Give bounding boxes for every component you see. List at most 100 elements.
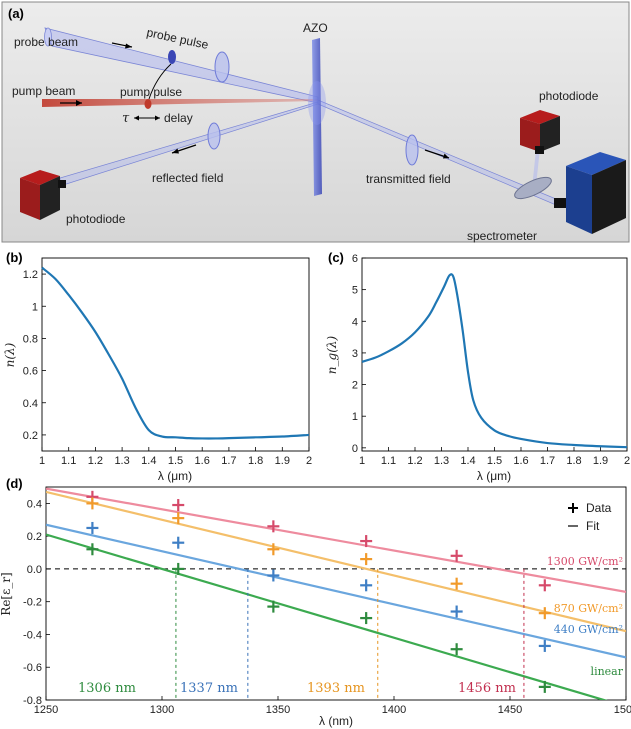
data-point [450, 643, 463, 656]
chart-c-panel-label: (c) [328, 250, 344, 265]
reflected-lens [207, 122, 221, 150]
azo-label: AZO [303, 21, 328, 35]
chart-b-series-line [41, 266, 310, 440]
transmitted-lens [405, 134, 419, 166]
chart-d-crossing-lines [175, 568, 525, 700]
fit-line-3 [46, 533, 608, 700]
chart-c-x-tick-label: 1.9 [593, 455, 608, 467]
photodiode-left-label: photodiode [66, 212, 126, 226]
chart-d-y-tick-label: -0.2 [23, 597, 42, 609]
chart-d-series-labels: 1456 nm 1300 GW/cm² 1393 nm 870 GW/cm² 1337 … [78, 555, 624, 696]
chart-b-frame [41, 257, 310, 452]
data-point [538, 639, 551, 652]
transmitted-arrowhead-icon [443, 153, 449, 159]
chart-b-x-tick-label: 1.2 [88, 455, 103, 467]
beam-splitter [514, 176, 552, 200]
chart-c-x-tick-label: 1.2 [407, 455, 422, 467]
chart-b-x-axis-label: λ (μm) [158, 469, 192, 483]
chart-c-x-tick-label: 1.7 [540, 455, 555, 467]
chart-b-refractive-index: (b) 1 1.1 1.2 1.3 1.4 1.5 1.6 1.7 1.8 1.9 2 0.2 0.4 0… [3, 250, 312, 483]
data-point [267, 543, 280, 556]
photodiode-left [20, 170, 66, 220]
data-point [86, 543, 99, 556]
data-point [360, 579, 373, 592]
chart-c-x-tick-label: 2 [624, 455, 630, 467]
chart-b-y-tick-label: 0.6 [23, 366, 38, 378]
chart-b-x-tick-label: 1.8 [248, 455, 263, 467]
chart-d-y-tick-label: -0.6 [23, 662, 42, 674]
chart-b-y-tick-label: 1 [32, 301, 38, 313]
chart-c-y-tick-label: 0 [352, 443, 358, 455]
chart-b-x-tick-label: 1.6 [195, 455, 210, 467]
data-point [538, 680, 551, 693]
chart-b-x-tick-label: 1.3 [114, 455, 129, 467]
data-point [450, 577, 463, 590]
data-point [538, 607, 551, 620]
chart-b-y-axis-label: n(λ) [3, 342, 17, 367]
chart-d-y-tick-label: 0.4 [27, 498, 42, 510]
probe-beam-label: probe beam [14, 35, 78, 49]
probe-lens [214, 51, 230, 83]
chart-c-y-tick-label: 3 [352, 348, 358, 360]
chart-d-y-tick-label: -0.4 [23, 629, 42, 641]
chart-b-x-tick-label: 1.4 [141, 455, 156, 467]
chart-d-x-axis-label: λ (nm) [319, 714, 353, 728]
transmitted-field-label: transmitted field [366, 172, 451, 186]
probe-beam-end [44, 27, 52, 47]
chart-d-x-tick-label: 1400 [382, 704, 406, 716]
legend-fit-label: Fit [586, 519, 600, 533]
crossing-label-2: 1337 nm [180, 681, 238, 696]
azo-sample [308, 38, 326, 196]
chart-c-x-tick-label: 1.8 [566, 455, 581, 467]
chart-b-x-tick-label: 1.1 [61, 455, 76, 467]
data-point [86, 521, 99, 534]
data-point [360, 535, 373, 548]
fit-line-2 [46, 523, 626, 659]
chart-d-x-tick-label: 1350 [266, 704, 290, 716]
chart-c-x-tick-label: 1.6 [513, 455, 528, 467]
reflected-field-label: reflected field [152, 171, 223, 185]
chart-b-y-tick-label: 0.4 [23, 398, 38, 410]
chart-c-x-tick-label: 1.4 [460, 455, 475, 467]
chart-d-data-points [86, 490, 551, 693]
data-point [267, 569, 280, 582]
chart-d-permittivity: (d) 1250 1300 1350 1400 1450 1500 -0.8 -0.6 -0.4… [0, 476, 631, 728]
data-point [172, 536, 185, 549]
chart-c-x-tick-label: 1 [359, 455, 365, 467]
chart-d-y-tick-label: 0.2 [27, 531, 42, 543]
data-point [538, 579, 551, 592]
chart-d-fit-lines [46, 487, 626, 700]
probe-pulse-marker [168, 50, 176, 64]
data-point [360, 612, 373, 625]
pump-pulse-label: pump pulse [120, 85, 182, 99]
delay-arrowhead-left-icon [134, 115, 139, 121]
fit-line-0 [46, 487, 626, 593]
delay-label: delay [164, 111, 193, 125]
split-beam-shape [532, 148, 540, 188]
chart-c-y-tick-label: 4 [352, 316, 358, 328]
chart-c-y-tick-label: 6 [352, 253, 358, 265]
spectrometer-label: spectrometer [467, 229, 537, 243]
chart-d-legend: Data Fit [568, 501, 612, 533]
chart-d-y-tick-label: -0.8 [23, 695, 42, 707]
pulse-leader-line [148, 63, 172, 100]
data-point [267, 600, 280, 613]
crossing-label-0: 1456 nm [458, 681, 516, 696]
data-point [172, 562, 185, 575]
chart-c-x-axis-label: λ (μm) [477, 469, 511, 483]
series-label-2: 440 GW/cm² [554, 623, 623, 636]
legend-data-label: Data [586, 501, 612, 515]
chart-c-y-tick-label: 1 [352, 411, 358, 423]
photodiode-top-label: photodiode [539, 89, 599, 103]
delay-arrowhead-right-icon [155, 115, 160, 121]
chart-d-x-tick-label: 1250 [34, 704, 58, 716]
crossing-label-1: 1393 nm [307, 681, 365, 696]
chart-d-frame [45, 486, 627, 701]
chart-b-panel-label: (b) [6, 250, 23, 265]
crossing-label-3: 1306 nm [78, 681, 136, 696]
probe-arrowhead-icon [125, 43, 132, 49]
data-point [172, 512, 185, 525]
chart-b-x-tick-label: 1.5 [168, 455, 183, 467]
